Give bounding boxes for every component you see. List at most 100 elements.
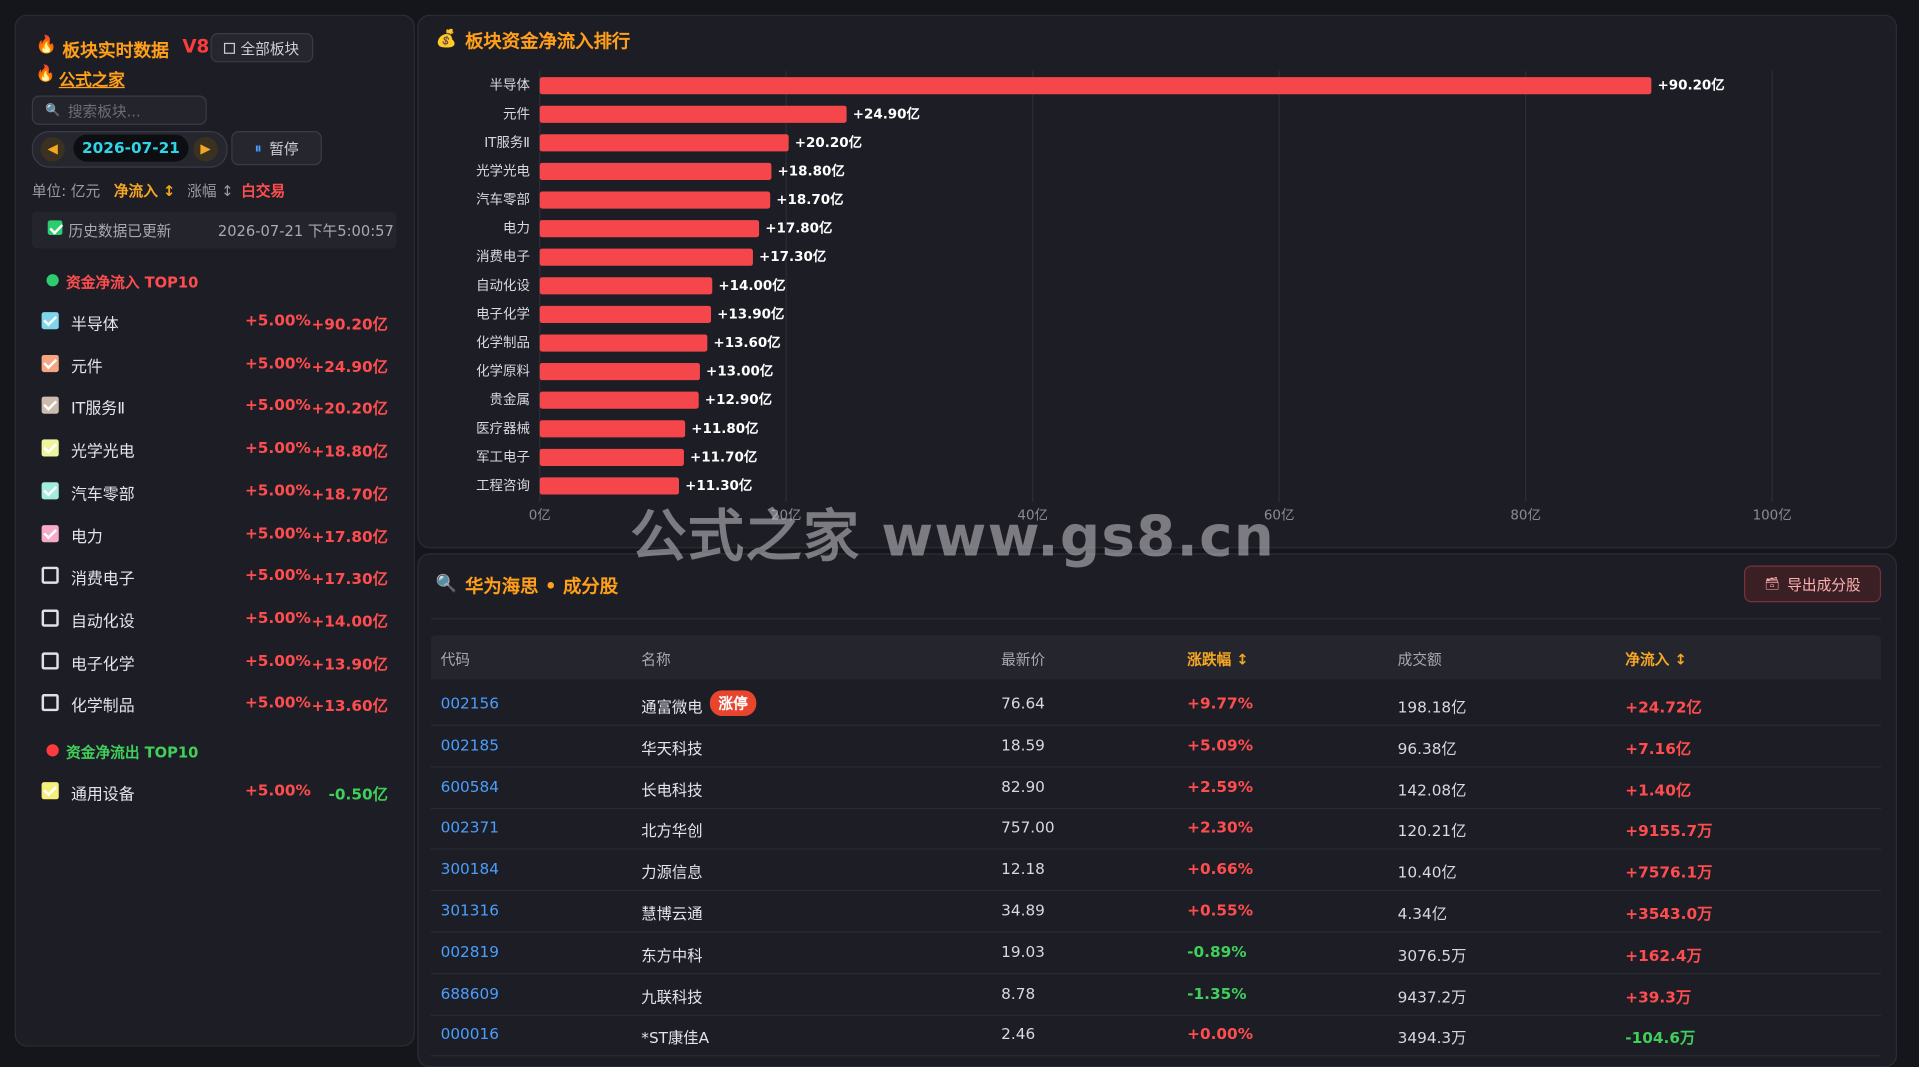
date[interactable]: 2026-07-21	[73, 134, 189, 162]
column-header[interactable]: 涨跌幅 ↕	[1187, 651, 1249, 669]
table-row[interactable]: 300184 力源信息 12.18 +0.66% 10.40亿 +7576.1万	[430, 848, 1882, 892]
sector-checkbox[interactable]	[41, 397, 59, 415]
stock-code[interactable]: 300184	[440, 859, 499, 878]
bar	[539, 134, 789, 152]
sector-row[interactable]: 元件 +5.00% +24.90亿	[29, 342, 396, 384]
stock-name: 力源信息	[641, 863, 703, 882]
column-header[interactable]: 净流入 ↕	[1625, 651, 1687, 669]
table-row[interactable]: 688609 九联科技 8.78 -1.35% 9437.2万 +39.3万	[430, 973, 1882, 1016]
sector-name: 光学光电	[70, 443, 135, 462]
sector-checkbox[interactable]	[41, 482, 59, 500]
stock-name: 华天科技	[641, 739, 703, 758]
bar	[539, 277, 713, 295]
search-placeholder: 搜索板块...	[67, 102, 141, 120]
table-row[interactable]: 002371 北方华创 757.00 +2.30% 120.21亿 +9155.7万	[430, 807, 1882, 850]
sort-change[interactable]: 涨幅 ↕	[187, 182, 234, 200]
history-checkbox[interactable]	[47, 220, 63, 236]
prev-date[interactable]: ◀	[40, 137, 65, 162]
bar	[539, 162, 772, 181]
sector-row[interactable]: 电子化学 +5.00% +13.90亿	[29, 640, 396, 682]
stock-code[interactable]: 000016	[440, 1024, 499, 1044]
stock-code[interactable]: 301316	[440, 900, 499, 920]
history-label: 历史数据已更新	[68, 222, 172, 240]
sector-change: +5.00%	[244, 438, 311, 457]
stock-name: *ST康佳A	[641, 1028, 710, 1048]
bar	[539, 105, 847, 123]
sector-amount: +13.90亿	[311, 654, 388, 673]
stock-code[interactable]: 002156	[440, 694, 499, 713]
search-input[interactable]: 🔍 搜索板块...	[31, 95, 207, 125]
mode[interactable]: 白交易	[241, 182, 286, 200]
sector-change: +5.00%	[244, 780, 311, 800]
stock-code[interactable]: 688609	[440, 983, 499, 1002]
update-time: 2026-07-21 下午5:00:57	[217, 222, 394, 240]
sector-checkbox[interactable]	[41, 782, 59, 800]
bar	[539, 248, 753, 266]
table-row[interactable]: 002185 华天科技 18.59 +5.09% 96.38亿 +7.16亿	[430, 724, 1882, 768]
all-sectors-button[interactable]: 全部板块	[210, 33, 314, 63]
price: 34.89	[1001, 900, 1045, 920]
sort-inflow[interactable]: 净流入 ↕	[113, 182, 176, 200]
unit: 单位: 亿元	[31, 182, 101, 200]
sector-checkbox[interactable]	[41, 694, 59, 712]
value-label: +14.00亿	[718, 277, 785, 294]
net-inflow: -104.6万	[1625, 1028, 1696, 1048]
value-label: +18.70亿	[776, 191, 843, 208]
table-row[interactable]: 600584 长电科技 82.90 +2.59% 142.08亿 +1.40亿	[430, 766, 1882, 809]
change: +5.09%	[1187, 735, 1254, 754]
turnover: 142.08亿	[1397, 780, 1467, 799]
sector-amount: +18.70亿	[311, 484, 388, 503]
stock-code[interactable]: 600584	[440, 776, 499, 796]
value-label: +12.90亿	[705, 391, 772, 408]
stock-name: 北方华创	[641, 821, 703, 841]
turnover: 10.40亿	[1397, 863, 1457, 882]
sector-row[interactable]: 半导体 +5.00% +90.20亿	[29, 300, 396, 342]
stock-code[interactable]: 002819	[440, 942, 499, 961]
y-tick-label: 军工电子	[476, 449, 530, 465]
table-row[interactable]: 002156 通富微电 涨停 76.64 +9.77% 198.18亿 +24.72亿	[430, 683, 1882, 726]
x-tick-label: 40亿	[1017, 507, 1048, 523]
value-label: +24.90亿	[853, 105, 920, 122]
sector-row[interactable]: 电力 +5.00% +17.80亿	[29, 512, 396, 554]
export-button[interactable]: 🗃 导出成分股	[1743, 565, 1882, 603]
sector-row[interactable]: 自动化设 +5.00% +14.00亿	[29, 597, 396, 639]
sector-name: 消费电子	[70, 570, 135, 589]
table-row[interactable]: 000016 *ST康佳A 2.46 +0.00% 3494.3万 -104.6万	[430, 1014, 1882, 1057]
y-tick-label: 半导体	[490, 78, 531, 94]
sector-row[interactable]: 消费电子 +5.00% +17.30亿	[29, 555, 396, 597]
brand-link[interactable]: 公式之家	[58, 70, 125, 91]
sector-checkbox[interactable]	[41, 439, 59, 457]
stock-code[interactable]: 002371	[440, 818, 499, 837]
button-label: 暂停	[269, 140, 299, 158]
stock-code[interactable]: 002185	[440, 735, 499, 754]
sector-checkbox[interactable]	[41, 609, 59, 627]
sector-row[interactable]: 化学制品 +5.00% +13.60亿	[29, 682, 396, 724]
next-date[interactable]: ▶	[193, 137, 218, 162]
net-inflow: +3543.0万	[1625, 904, 1713, 923]
table-row[interactable]: 301316 慧博云通 34.89 +0.55% 4.34亿 +3543.0万	[430, 890, 1882, 933]
sector-checkbox[interactable]	[41, 312, 59, 330]
sector-row[interactable]: IT服务Ⅱ +5.00% +20.20亿	[29, 385, 396, 427]
value-label: +17.30亿	[759, 248, 826, 265]
x-tick-label: 0亿	[529, 507, 551, 523]
sector-checkbox[interactable]	[41, 566, 59, 585]
sector-row[interactable]: 光学光电 +5.00% +18.80亿	[29, 427, 396, 469]
sector-checkbox[interactable]	[41, 651, 59, 670]
bar	[539, 77, 1652, 95]
table-row[interactable]: 002819 东方中科 19.03 -0.89% 3076.5万 +162.4万	[430, 931, 1882, 975]
change: -0.89%	[1187, 942, 1247, 961]
sector-checkbox[interactable]	[41, 524, 59, 542]
sector-row[interactable]: 通用设备 +5.00% -0.50亿	[29, 770, 396, 812]
net-inflow: +24.72亿	[1625, 697, 1702, 717]
sector-name: 通用设备	[70, 785, 135, 805]
sector-name: 化学制品	[70, 698, 135, 717]
table-title: 华为海思 • 成分股	[465, 575, 619, 598]
value-label: +20.20亿	[795, 134, 862, 151]
sector-row[interactable]: 汽车零部 +5.00% +18.70亿	[29, 470, 396, 512]
pause-button[interactable]: ⏸ 暂停	[231, 130, 322, 166]
sector-checkbox[interactable]	[41, 354, 59, 372]
x-tick-label: 80亿	[1510, 507, 1541, 523]
stock-name: 慧博云通	[641, 904, 703, 923]
y-tick-label: 元件	[503, 106, 530, 122]
bar	[539, 448, 684, 466]
